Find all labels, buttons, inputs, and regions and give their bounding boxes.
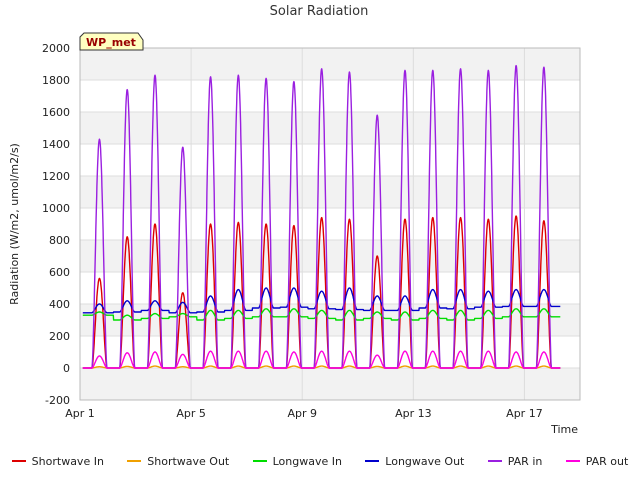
legend-label: PAR out: [585, 454, 629, 468]
legend-swatch: [252, 460, 267, 462]
y-tick-labels: -200 0 200 400 600 800 1000 1200 1400 1600 1800 200…: [42, 42, 70, 407]
series-layer: [82, 64, 561, 369]
legend-item-shortwave-in: Shortwave In: [11, 454, 104, 468]
site-label: WP_met: [86, 36, 136, 49]
legend-swatch: [11, 460, 26, 462]
x-tick-label: Apr 17: [506, 407, 543, 420]
grid-band: [80, 48, 580, 80]
grid-band: [80, 368, 580, 400]
plot-area: [80, 48, 580, 400]
legend-label: Shortwave In: [31, 454, 104, 468]
y-tick-label: 800: [49, 234, 70, 247]
x-tick-label: Apr 9: [287, 407, 317, 420]
grid-band: [80, 240, 580, 272]
y-tick-label: 1200: [42, 170, 70, 183]
x-tick-label: Apr 5: [176, 407, 206, 420]
y-tick-label: 2000: [42, 42, 70, 55]
y-tick-label: 1400: [42, 138, 70, 151]
legend-swatch: [565, 460, 580, 462]
legend-swatch: [365, 460, 380, 462]
legend: Shortwave In Shortwave Out Longwave In Long…: [0, 453, 640, 469]
y-tick-label: 200: [49, 330, 70, 343]
y-tick-label: 600: [49, 266, 70, 279]
legend-item-longwave-out: Longwave Out: [365, 455, 464, 468]
legend-item-par-out: PAR out: [565, 454, 629, 468]
x-tick-label: Apr 13: [395, 407, 432, 420]
x-axis-label: Time: [550, 423, 578, 436]
y-tick-label: 0: [63, 362, 70, 375]
site-label-badge: WP_met: [79, 32, 144, 51]
series-line-longwave-out: [82, 287, 561, 314]
plot-background: [80, 48, 580, 400]
legend-swatch: [487, 460, 502, 462]
chart-title: Solar Radiation: [270, 4, 369, 19]
legend-swatch: [127, 460, 142, 462]
legend-label: Longwave Out: [385, 454, 465, 468]
legend-item-longwave-in: Longwave In: [252, 454, 342, 468]
legend-item-shortwave-out: Shortwave Out: [127, 455, 229, 468]
legend-label: PAR in: [507, 454, 543, 468]
y-tick-label: -200: [45, 394, 70, 407]
x-tick-label: Apr 1: [65, 407, 95, 420]
y-tick-label: 1800: [42, 74, 70, 87]
site-label-box: [79, 32, 144, 51]
legend-label: Longwave In: [272, 454, 342, 468]
grid-band: [80, 176, 580, 208]
plot-frame: [79, 47, 581, 401]
y-tick-label: 400: [49, 298, 70, 311]
series-line-longwave-in: [82, 308, 561, 321]
legend-item-par-in: PAR in: [487, 454, 543, 468]
series-line-par-out: [82, 350, 561, 369]
x-tick-labels: Apr 1 Apr 5 Apr 9 Apr 13 Apr 17: [65, 407, 542, 420]
y-tick-label: 1000: [42, 202, 70, 215]
grid-band: [80, 112, 580, 144]
y-axis-label: Radiation (W/m2, umol/m2/s): [8, 143, 21, 305]
y-tick-label: 1600: [42, 106, 70, 119]
legend-label: Shortwave Out: [147, 454, 230, 468]
